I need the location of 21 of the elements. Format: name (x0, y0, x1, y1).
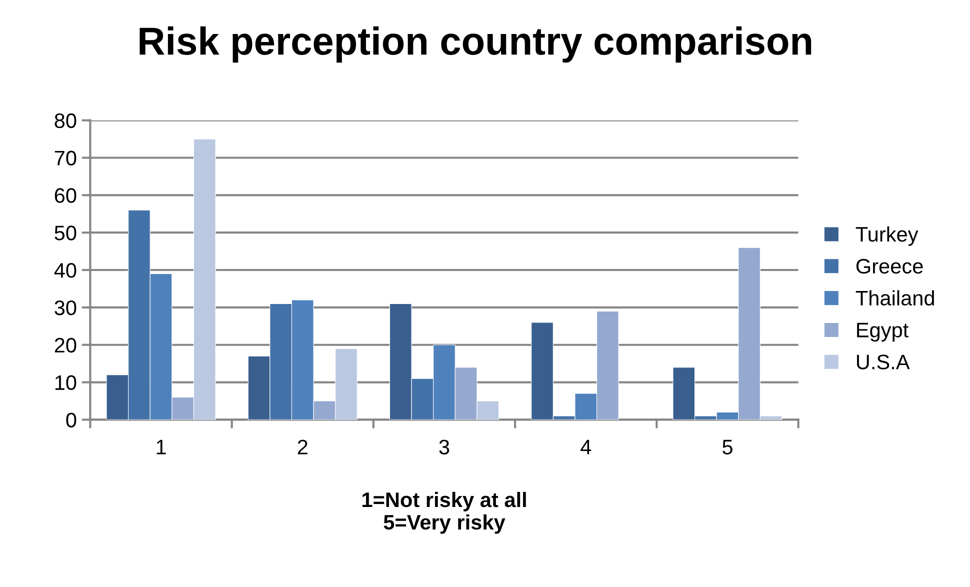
x-tick-label: 1 (156, 440, 166, 454)
x-tick-label: 2 (298, 440, 308, 454)
y-tick-label: 30 (54, 300, 76, 316)
legend-label: U.S.A (857, 354, 910, 370)
y-tick-label: 60 (54, 188, 76, 203)
y-tick-label: 10 (55, 375, 76, 390)
x-tick-label: 4 (580, 440, 592, 454)
y-tick-label: 40 (54, 263, 76, 278)
legend-label: Greece (856, 258, 923, 274)
legend-label: Egypt (857, 322, 909, 342)
legend-label: Turkey (856, 226, 918, 246)
y-tick-label: 50 (54, 226, 76, 240)
y-tick-label: 0 (66, 412, 76, 428)
x-tick-label: 5 (722, 440, 732, 454)
legend-label: Thailand (856, 290, 934, 306)
chart-title: Risk perception country comparison (140, 26, 812, 63)
x-axis-title: 1=Not risky at all 5=Very risky (362, 492, 526, 534)
y-tick-label: 20 (54, 338, 76, 353)
y-tick-label: 80 (54, 113, 76, 128)
y-tick-label: 70 (54, 150, 76, 166)
x-tick-label: 3 (439, 440, 450, 454)
